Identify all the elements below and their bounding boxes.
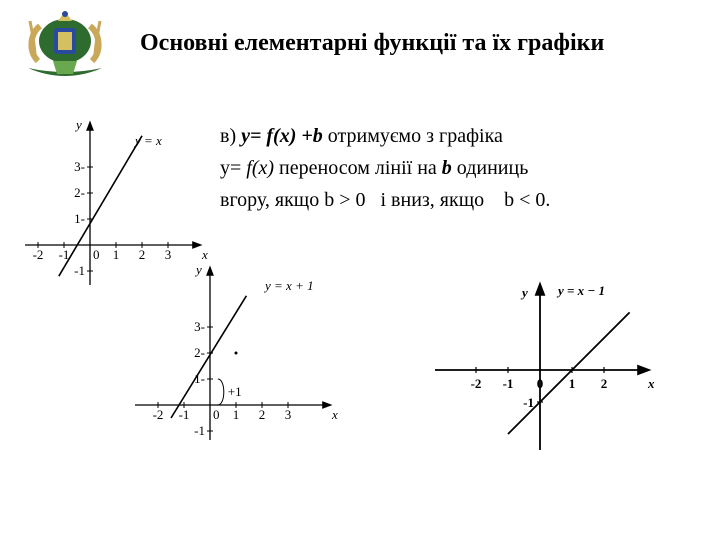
t4: y= xyxy=(220,157,246,179)
svg-text:y: y xyxy=(74,117,82,132)
svg-text:x: x xyxy=(331,407,338,422)
svg-text:+1: +1 xyxy=(228,384,242,399)
svg-text:1-: 1- xyxy=(74,211,85,226)
svg-text:-1: -1 xyxy=(74,263,85,278)
svg-text:1: 1 xyxy=(569,376,576,391)
svg-text:1: 1 xyxy=(233,407,240,422)
graph-y-eq-x-plus-1: xy-2-10123-11-2-3-y = x + 1+1 xyxy=(130,260,340,450)
svg-text:x: x xyxy=(647,376,655,391)
svg-text:0: 0 xyxy=(93,247,100,262)
svg-text:0: 0 xyxy=(213,407,220,422)
svg-text:-2: -2 xyxy=(33,247,44,262)
crest-logo xyxy=(10,6,120,101)
t12: b < 0. xyxy=(504,189,550,211)
svg-text:-1: -1 xyxy=(503,376,514,391)
svg-text:3-: 3- xyxy=(194,319,205,334)
svg-text:2-: 2- xyxy=(194,345,205,360)
graph-y-eq-x-minus-1: yx-2-1012-1y = x − 1 xyxy=(430,275,660,465)
svg-text:3-: 3- xyxy=(74,159,85,174)
t2: y= f(x) +b xyxy=(241,125,323,147)
t9: вгору, якщо xyxy=(220,189,324,211)
svg-text:2-: 2- xyxy=(74,185,85,200)
t1: в) xyxy=(220,125,241,147)
svg-text:-1: -1 xyxy=(179,407,190,422)
t11: і вниз, якщо xyxy=(375,189,489,211)
svg-text:-1: -1 xyxy=(523,395,534,410)
svg-text:-2: -2 xyxy=(471,376,482,391)
svg-text:1: 1 xyxy=(113,247,120,262)
svg-text:-1: -1 xyxy=(194,423,205,438)
svg-text:2: 2 xyxy=(259,407,266,422)
t10: b > 0 xyxy=(324,189,365,211)
svg-text:-2: -2 xyxy=(153,407,164,422)
svg-text:y = x: y = x xyxy=(133,133,162,148)
t7: b xyxy=(442,157,452,179)
page-title: Основні елементарні функції та їх графік… xyxy=(140,30,604,57)
svg-text:y = x + 1: y = x + 1 xyxy=(263,278,314,293)
t3: отримуємо з графіка xyxy=(323,125,503,147)
t8: одиниць xyxy=(452,157,529,179)
description-text: в) y= f(x) +b отримуємо з графіка y= f(x… xyxy=(220,120,660,216)
svg-text:0: 0 xyxy=(537,376,544,391)
t5: f(x) xyxy=(246,157,274,179)
svg-text:2: 2 xyxy=(601,376,608,391)
svg-text:3: 3 xyxy=(285,407,292,422)
svg-text:y: y xyxy=(520,285,528,300)
svg-text:y: y xyxy=(194,262,202,277)
t6: переносом лінії на xyxy=(274,157,442,179)
svg-text:y = x − 1: y = x − 1 xyxy=(556,283,605,298)
